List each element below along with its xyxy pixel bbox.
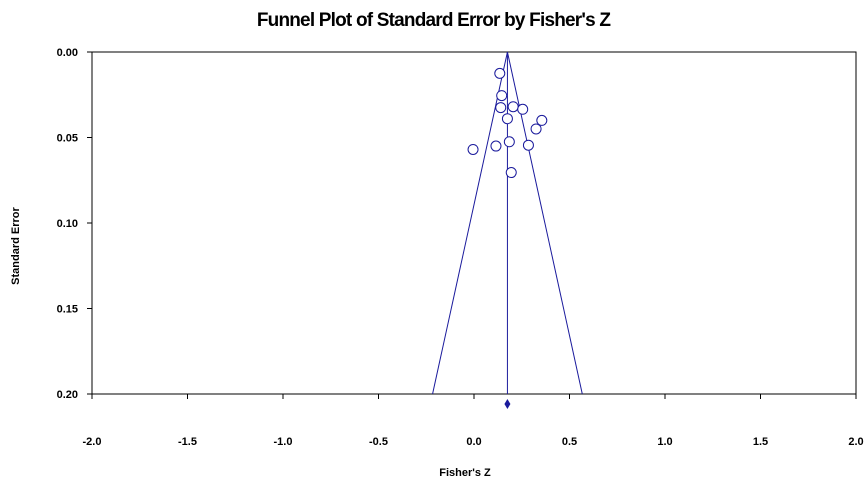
x-tick-label: 1.5	[753, 436, 768, 448]
x-tick-label: 1.0	[657, 436, 672, 448]
y-tick-label: 0.05	[57, 133, 78, 145]
study-point-4	[517, 103, 529, 115]
study-point-11	[467, 143, 479, 155]
summary-effect	[504, 399, 511, 409]
x-tick-label: 0.0	[466, 436, 481, 448]
study-point-7	[530, 123, 542, 135]
x-tick-label: -1.0	[274, 436, 293, 448]
x-tick-label: 0.5	[562, 436, 577, 448]
y-tick-label: 0.00	[57, 47, 78, 59]
y-tick-label: 0.15	[57, 304, 78, 316]
study-point-9	[522, 139, 534, 151]
y-tick-label: 0.20	[57, 389, 78, 401]
summary-diamond	[504, 399, 511, 409]
study-point-10	[490, 140, 502, 152]
x-tick-label: -0.5	[369, 436, 388, 448]
y-tick-label: 0.10	[57, 218, 78, 230]
x-tick-label: -1.5	[178, 436, 197, 448]
funnel-right-line	[506, 51, 583, 395]
x-tick-label: -2.0	[83, 436, 102, 448]
study-point-12	[505, 167, 517, 179]
study-point-3	[507, 101, 519, 113]
study-point-6	[536, 114, 548, 126]
study-points	[467, 67, 548, 179]
study-point-0	[494, 67, 506, 79]
study-point-2	[495, 102, 507, 114]
study-point-5	[501, 113, 513, 125]
plot-frame	[91, 51, 857, 395]
funnel-left-line	[432, 51, 508, 395]
study-point-1	[496, 90, 508, 102]
y-axis: 0.00 0.05 0.10 0.15 0.20	[57, 47, 92, 401]
x-axis: -2.0 -1.5 -1.0 -0.5 0.0 0.5 1.0 1.5 2.0	[83, 394, 864, 448]
funnel-lines	[432, 51, 583, 395]
x-axis-title: Fisher's Z	[439, 467, 491, 479]
study-point-8	[503, 136, 515, 148]
x-tick-label: 2.0	[848, 436, 863, 448]
chart-title: Funnel Plot of Standard Error by Fisher'…	[256, 10, 611, 31]
